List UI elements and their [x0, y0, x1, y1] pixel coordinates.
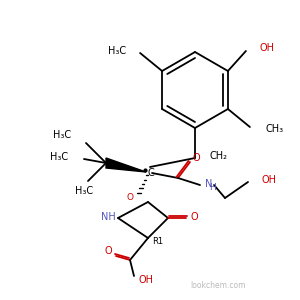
Text: O: O	[190, 212, 198, 222]
Text: CH₂: CH₂	[209, 151, 227, 161]
Text: H: H	[210, 184, 216, 193]
Text: CH₃: CH₃	[266, 124, 284, 134]
Polygon shape	[106, 158, 146, 172]
Text: O: O	[127, 193, 134, 202]
Text: NH: NH	[100, 212, 116, 222]
Text: H₃C: H₃C	[50, 152, 68, 162]
Text: OH: OH	[262, 175, 277, 185]
Text: O: O	[104, 246, 112, 256]
Text: OH: OH	[260, 43, 275, 53]
Text: N: N	[205, 179, 212, 189]
Text: H₃C: H₃C	[53, 130, 71, 140]
Text: O: O	[192, 153, 200, 163]
Text: OH: OH	[139, 275, 154, 285]
Text: H₃C: H₃C	[75, 186, 93, 196]
Text: R1: R1	[152, 236, 164, 245]
Text: lookchem.com: lookchem.com	[190, 281, 246, 290]
Text: H₃C: H₃C	[108, 46, 126, 56]
Text: C: C	[148, 168, 154, 178]
